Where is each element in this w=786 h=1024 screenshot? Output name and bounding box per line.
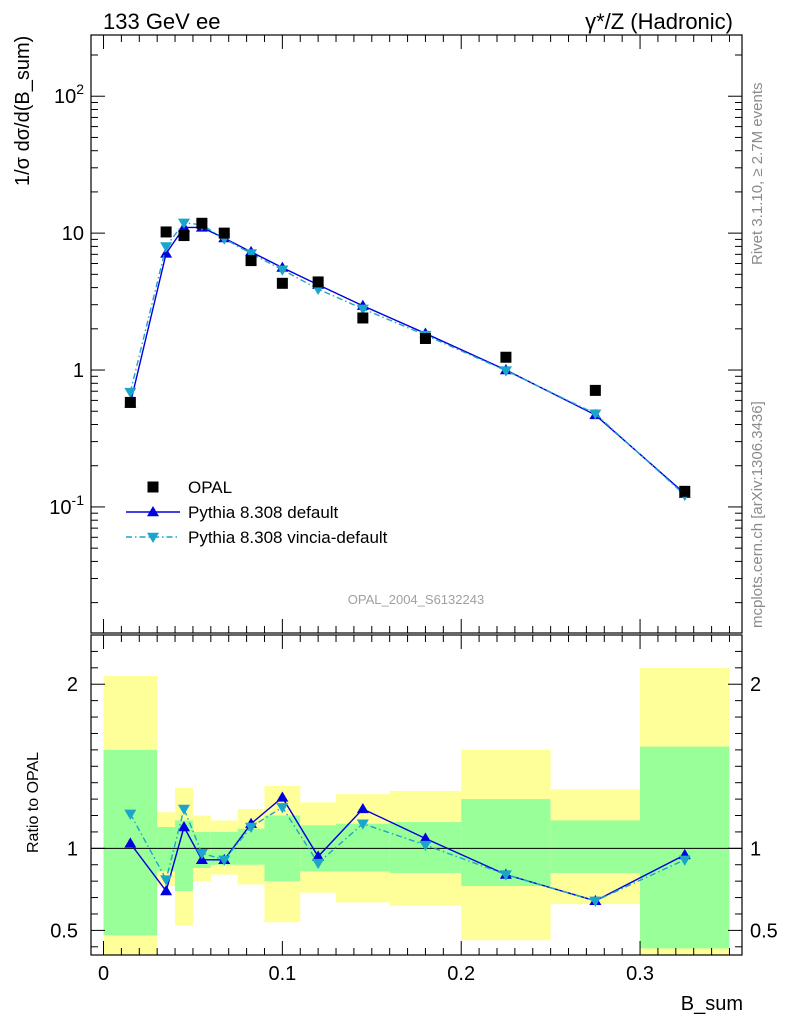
main-point-0-8	[357, 312, 369, 324]
legend-label-2: Pythia 8.308 vincia-default	[188, 528, 388, 547]
ratio-y-tick-label: 0.5	[50, 920, 78, 942]
ratio-point-1-1	[160, 875, 173, 886]
ratio-point-0-2	[178, 821, 190, 832]
main-series-line-2	[129, 222, 686, 496]
main-point-0-6	[276, 277, 288, 289]
legend-label-1: Pythia 8.308 default	[188, 503, 339, 522]
ratio-y-tick-label-right: 2	[750, 674, 761, 696]
main-y-tick-label: 102	[54, 81, 84, 108]
ratio-point-1-8	[356, 819, 369, 830]
x-tick-label: 0	[98, 963, 109, 985]
main-point-0-7	[312, 276, 324, 288]
main-point-1-1	[160, 247, 173, 258]
ratio-point-0-1	[160, 885, 173, 896]
main-y-tick-label: 10-1	[49, 492, 84, 519]
main-point-2-2	[178, 218, 190, 229]
legend: OPAL Pythia 8.308 default Pythia 8.308 vin…	[126, 478, 388, 547]
ratio-point-0-9	[419, 832, 432, 843]
main-y-tick-label: 1	[73, 360, 84, 382]
ratio-point-1-10	[499, 870, 512, 881]
x-tick-label: 0.3	[626, 963, 654, 985]
x-tick-label: 0.1	[268, 963, 296, 985]
energy-label: 133 GeV ee	[103, 9, 220, 34]
inner-band-11	[550, 820, 641, 873]
plot-frames	[90, 34, 743, 956]
main-point-0-0	[124, 396, 136, 408]
x-tick-label: 0.2	[447, 963, 475, 985]
main-point-0-1	[160, 226, 172, 238]
x-axis-title: B_sum	[681, 993, 743, 1015]
ratio-point-1-9	[419, 840, 432, 852]
main-point-0-9	[419, 332, 431, 344]
ratio-plot-frame	[90, 634, 743, 956]
ratio-y-tick-label-right: 0.5	[750, 920, 778, 942]
ratio-point-0-0	[124, 837, 137, 848]
ratio-y-tick-label: 1	[67, 838, 78, 860]
inner-band-2	[175, 820, 193, 891]
main-point-2-11	[589, 409, 602, 420]
ratio-point-0-6	[276, 791, 289, 802]
process-label: γ*/Z (Hadronic)	[585, 9, 733, 34]
main-series-line-1	[129, 226, 686, 495]
analysis-watermark: OPAL_2004_S6132243	[348, 592, 484, 607]
inner-band-5	[237, 828, 265, 865]
main-point-0-5	[245, 255, 257, 267]
main-point-0-4	[218, 227, 230, 239]
main-point-0-10	[500, 351, 512, 363]
legend-marker-1	[147, 506, 159, 517]
inner-band-12	[640, 746, 730, 949]
main-point-2-5	[245, 249, 258, 260]
main-y-tick-exponent: 2	[76, 81, 84, 97]
ratio-uncertainty-bands	[103, 667, 730, 955]
main-point-0-12	[679, 485, 691, 497]
main-point-2-0	[124, 387, 137, 399]
ratio-point-1-3	[195, 849, 208, 860]
rivet-version-label: Rivet 3.1.10, ≥ 2.7M events	[749, 83, 766, 266]
ratio-point-1-2	[178, 804, 190, 815]
ratio-point-1-0	[124, 809, 137, 820]
ratio-point-1-7	[312, 858, 325, 870]
main-point-0-11	[589, 384, 601, 396]
legend-label-0: OPAL	[188, 478, 232, 497]
ratio-point-1-5	[245, 822, 258, 833]
main-point-0-2	[178, 230, 190, 242]
ratio-point-1-11	[589, 896, 602, 907]
inner-band-8	[336, 823, 390, 872]
inner-band-1	[157, 827, 176, 872]
mcplots-label: mcplots.cern.ch [arXiv:1306.3436]	[749, 401, 766, 628]
main-plot-frame	[90, 34, 743, 634]
ratio-point-0-7	[312, 850, 325, 861]
main-point-2-7	[312, 284, 325, 296]
main-y-tick-exponent: -1	[72, 492, 85, 508]
ratio-point-1-6	[276, 803, 289, 814]
main-point-2-1	[160, 242, 173, 253]
ratio-point-1-12	[678, 855, 691, 866]
main-point-0-3	[196, 217, 208, 229]
main-point-2-6	[276, 265, 289, 276]
axis-ticks: 0 0.1 0.2 0.3 10-1 1 10 102 0.5 0.5 1 1 2 2	[49, 35, 778, 985]
legend-marker-0	[147, 481, 159, 493]
main-point-2-10	[499, 366, 512, 377]
main-point-2-8	[356, 304, 369, 315]
ratio-y-tick-label-right: 1	[750, 838, 761, 860]
main-y-tick-label: 10	[62, 223, 84, 245]
legend-marker-2	[147, 532, 159, 543]
ratio-point-0-8	[356, 802, 369, 814]
main-series-layer	[124, 217, 691, 502]
main-y-axis-title: 1/σ dσ/d(B_sum)	[12, 36, 34, 186]
ratio-y-tick-label: 2	[67, 674, 78, 696]
ratio-y-axis-title: Ratio to OPAL	[25, 752, 42, 853]
ratio-series-layer	[124, 791, 691, 907]
ratio-point-1-4	[218, 855, 231, 866]
